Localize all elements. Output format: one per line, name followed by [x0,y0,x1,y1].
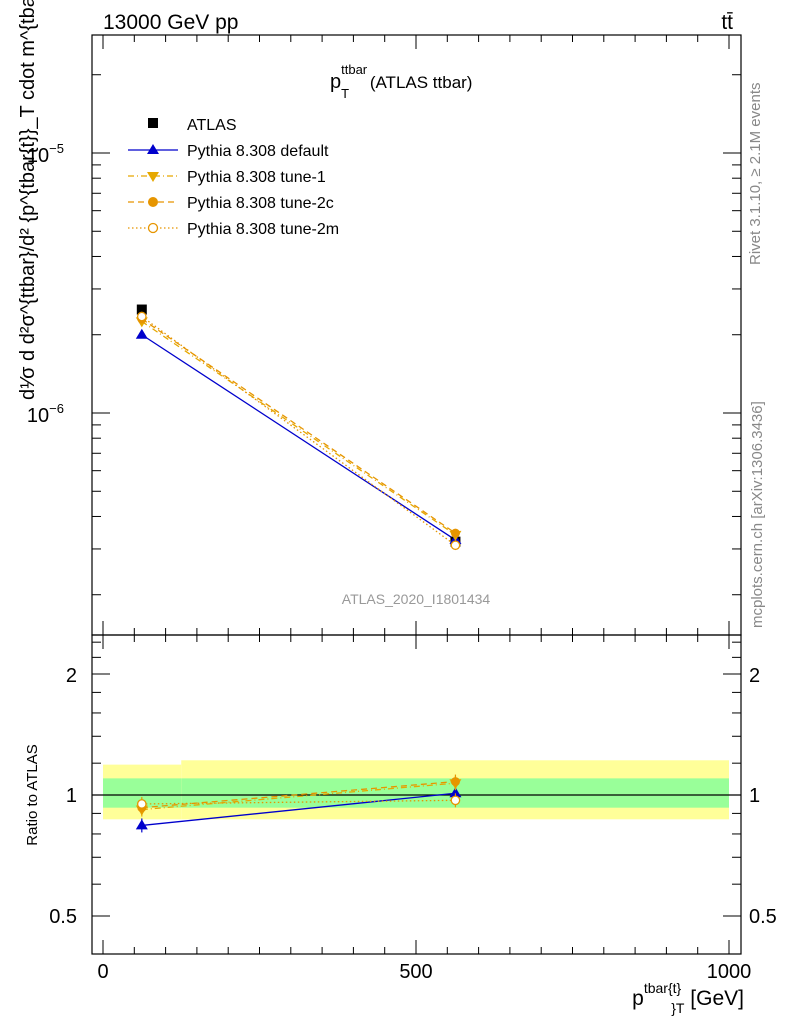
ratio-series-lines [141,780,456,827]
legend-label: Pythia 8.308 tune-2c [187,195,334,212]
ratio-series-4-point [450,795,461,806]
series-4-point [136,311,147,322]
ratio-ytick-label: 2 [66,665,77,687]
legend: ATLAS Pythia 8.308 default Pythia 8.308 … [128,117,339,238]
ratio-series-4-point [136,799,147,809]
ratio-ytick-label-right: 0.5 [749,906,777,928]
legend-entry-tune-1: Pythia 8.308 tune-1 [128,169,326,186]
legend-entry-tune-2m: Pythia 8.308 tune-2m [128,221,339,238]
ratio-series-4-line [141,799,456,805]
ratio-series-markers [135,774,462,833]
series-4-point [450,540,461,551]
legend-entry-tune-2c: Pythia 8.308 tune-2c [128,195,334,212]
analysis-id: ATLAS_2020_I1801434 [342,591,491,607]
series-4-line [141,315,456,546]
main-axis-ticks [92,35,741,635]
ytick-label-1e-5: 10−5 [27,141,64,167]
ratio-series-1-point [449,787,462,798]
series-2-line [141,320,456,536]
ytick-label-1e-6: 10−6 [27,401,64,427]
legend-marker-tune-2m [147,222,159,234]
legend-label: Pythia 8.308 tune-2m [187,221,339,238]
main-series-lines [141,315,456,546]
legend-marker-default [147,144,159,154]
ratio-ytick-label-right: 1 [749,785,760,807]
plot-title: pttbar T (ATLAS ttbar) [330,62,472,101]
ratio-panel: 0.5 1 2 0.5 1 2 0 500 1000 Ratio to ATLA… [24,634,777,1016]
xlabel: ptbar{t}}T [GeV] [632,980,744,1016]
legend-entry-default: Pythia 8.308 default [128,143,329,160]
ratio-ylabel: Ratio to ATLAS [24,744,41,845]
legend-label: ATLAS [187,117,237,134]
legend-marker-atlas [148,118,158,128]
ratio-series-3-point [450,777,460,787]
series-3-line [141,318,456,534]
beam-label: 13000 GeV pp [103,11,238,34]
xtick-label: 0 [97,961,108,983]
mcplots-label: mcplots.cern.ch [arXiv:1306.3436] [749,401,766,628]
ratio-ytick-label-right: 2 [749,665,760,687]
process-label: tt̄ [721,11,733,34]
ratio-uncertainty-bands [103,760,729,820]
ratio-axis-ticks [92,635,741,954]
main-panel: 10−5 10−6 pttbar T (ATLAS ttbar) ATLAS_20… [17,0,742,636]
ratio-ytick-label: 1 [66,785,77,807]
xtick-label: 1000 [707,961,752,983]
main-series-markers [135,304,462,551]
legend-marker-tune-1 [147,172,159,182]
xtick-label: 500 [399,961,432,983]
legend-marker-tune-2c [148,197,158,207]
ratio-series-1-line [141,792,456,827]
ratio-series-2-line [141,782,456,811]
main-ylabel: d¹⁄σ d d²σ^{ttbar}/d² {p^{tbar{t}}_T cdo… [17,0,39,400]
legend-label: Pythia 8.308 tune-1 [187,169,326,186]
legend-entry-atlas: ATLAS [148,117,237,134]
legend-label: Pythia 8.308 default [187,143,329,160]
rivet-label: Rivet 3.1.10, ≥ 2.1M events [747,83,764,266]
series-1-point [135,328,148,339]
series-0-point [136,304,147,315]
ratio-ytick-label: 0.5 [49,906,77,928]
ratio-series-1-point [135,819,148,830]
series-1-line [141,334,456,541]
series-3-point [450,528,460,538]
